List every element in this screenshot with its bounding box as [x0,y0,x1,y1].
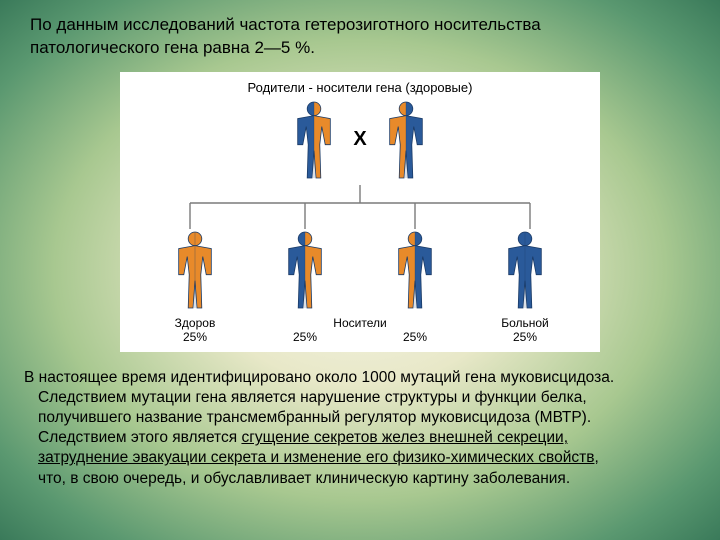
bottom-l2: Следствием мутации гена является нарушен… [38,389,587,406]
cross-symbol: X [353,128,366,151]
parent-figure-1 [297,101,331,179]
top-paragraph: По данным исследований частота гетерозиг… [0,0,720,66]
parent-figure-2 [389,101,423,179]
parents-row: X [130,101,590,179]
child-figure-4 [508,231,542,309]
top-line-1: По данным исследований частота гетерозиг… [30,15,541,34]
child-figure-3 [398,231,432,309]
bottom-l3: получившего название трансмембранный рег… [38,409,591,426]
child-figure-1 [178,231,212,309]
bottom-l6: что, в свою очередь, и обуславливает кли… [38,470,570,487]
child-percent-3: 25% [365,330,465,344]
child-col-1: Здоров 25% [145,231,245,344]
child-figure-2 [288,231,322,309]
bottom-l5: затруднение эвакуации секрета и изменени… [38,449,594,466]
child-label-4: Больной [475,316,575,330]
carriers-label: Носители [310,316,410,330]
connector-lines [130,183,590,231]
child-col-3: Носители 25% [365,231,465,344]
child-col-4: Больной 25% [475,231,575,344]
bottom-paragraph: В настоящее время идентифицировано около… [0,362,720,489]
diagram-title: Родители - носители гена (здоровые) [130,80,590,95]
child-percent-4: 25% [475,330,575,344]
top-line-2: патологического гена равна 2—5 %. [30,38,315,57]
bottom-l1: В настоящее время идентифицировано около… [24,369,614,386]
child-percent-1: 25% [145,330,245,344]
child-percent-2: 25% [255,330,355,344]
child-label-1: Здоров [145,316,245,330]
inheritance-diagram: Родители - носители гена (здоровые) X [120,72,600,352]
children-row: Здоров 25% 25% Носител [130,231,590,344]
bottom-l4b: сгущение секретов желез внешней секреции… [241,429,568,446]
bottom-l4a: Следствием этого является [38,429,241,446]
